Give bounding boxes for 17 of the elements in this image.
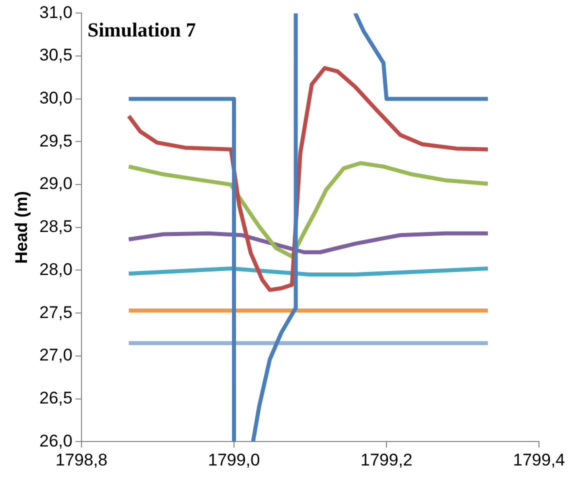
x-tick-label: 1798,8 xyxy=(55,450,108,470)
y-tick-label: 30,0 xyxy=(39,88,72,108)
x-tick-label: 1799,4 xyxy=(513,450,565,470)
y-axis-title: Head (m) xyxy=(12,191,31,264)
y-tick-label: 26,0 xyxy=(39,431,72,450)
y-tick-label: 28,0 xyxy=(39,260,72,279)
x-tick-label: 1799,2 xyxy=(360,450,412,470)
chart-title: Simulation 7 xyxy=(87,19,196,42)
y-tick-label: 29,0 xyxy=(39,174,72,194)
y-tick-label: 30,5 xyxy=(39,46,72,65)
y-tick-label: 31,0 xyxy=(39,2,72,22)
y-tick-label: 27,0 xyxy=(39,346,72,365)
x-tick-label: 1799,0 xyxy=(208,450,260,470)
y-tick-label: 27,5 xyxy=(39,302,72,322)
y-tick-label: 29,5 xyxy=(39,131,72,150)
y-tick-label: 26,5 xyxy=(39,388,72,408)
y-tick-label: 28,5 xyxy=(39,217,72,236)
